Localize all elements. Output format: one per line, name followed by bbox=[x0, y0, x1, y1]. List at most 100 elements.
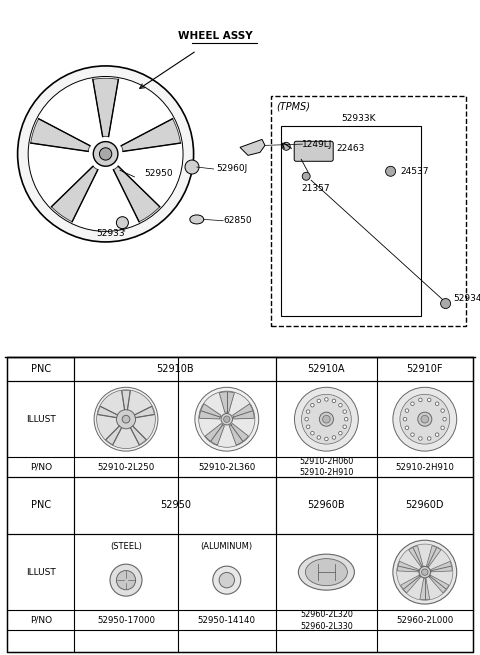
Text: P/NO: P/NO bbox=[30, 462, 52, 472]
Circle shape bbox=[117, 409, 135, 429]
Circle shape bbox=[411, 402, 414, 405]
Circle shape bbox=[324, 398, 328, 401]
Circle shape bbox=[311, 403, 314, 407]
Circle shape bbox=[421, 569, 428, 575]
Circle shape bbox=[18, 66, 193, 242]
Text: ILLUST: ILLUST bbox=[26, 415, 56, 424]
Circle shape bbox=[396, 544, 453, 600]
Text: 52950-14140: 52950-14140 bbox=[198, 616, 256, 625]
Polygon shape bbox=[131, 426, 146, 445]
Text: 52950: 52950 bbox=[144, 169, 173, 178]
Circle shape bbox=[441, 299, 451, 309]
Text: 52910-2H060
52910-2H910: 52910-2H060 52910-2H910 bbox=[299, 457, 354, 477]
Polygon shape bbox=[233, 404, 254, 419]
Polygon shape bbox=[51, 166, 98, 222]
Text: ILLUST: ILLUST bbox=[26, 568, 56, 576]
Circle shape bbox=[224, 416, 230, 422]
Circle shape bbox=[441, 426, 444, 430]
Circle shape bbox=[411, 433, 414, 436]
Circle shape bbox=[435, 433, 439, 436]
Circle shape bbox=[117, 217, 129, 229]
Ellipse shape bbox=[305, 559, 348, 586]
Circle shape bbox=[332, 399, 336, 403]
Bar bbox=[7, 357, 473, 652]
Circle shape bbox=[306, 425, 310, 428]
Text: 52960-2L320
52960-2L330: 52960-2L320 52960-2L330 bbox=[300, 610, 353, 631]
Circle shape bbox=[428, 437, 431, 440]
Text: 52960-2L000: 52960-2L000 bbox=[396, 616, 454, 625]
Polygon shape bbox=[205, 424, 225, 445]
Polygon shape bbox=[93, 78, 119, 137]
Circle shape bbox=[324, 438, 328, 441]
Circle shape bbox=[317, 399, 321, 403]
Bar bbox=[271, 96, 466, 326]
Circle shape bbox=[332, 436, 336, 440]
Circle shape bbox=[199, 391, 255, 447]
Polygon shape bbox=[397, 561, 419, 572]
Circle shape bbox=[282, 142, 290, 150]
Text: 52910-2L360: 52910-2L360 bbox=[198, 462, 255, 472]
Circle shape bbox=[343, 425, 347, 428]
Circle shape bbox=[319, 412, 334, 426]
Circle shape bbox=[418, 412, 432, 426]
Text: 52960B: 52960B bbox=[308, 500, 345, 510]
Polygon shape bbox=[199, 404, 221, 419]
Text: (STEEL): (STEEL) bbox=[110, 542, 142, 551]
Circle shape bbox=[435, 402, 439, 405]
Circle shape bbox=[28, 77, 183, 231]
Polygon shape bbox=[219, 392, 234, 413]
Circle shape bbox=[405, 426, 409, 430]
Text: 52910-2L250: 52910-2L250 bbox=[97, 462, 155, 472]
Circle shape bbox=[110, 564, 142, 596]
Text: 52910-2H910: 52910-2H910 bbox=[396, 462, 454, 472]
Circle shape bbox=[428, 398, 431, 402]
Circle shape bbox=[305, 417, 308, 421]
Text: PNC: PNC bbox=[31, 500, 51, 510]
Circle shape bbox=[221, 413, 232, 425]
Polygon shape bbox=[106, 426, 121, 445]
Circle shape bbox=[96, 390, 156, 449]
Circle shape bbox=[219, 572, 235, 588]
Text: PNC: PNC bbox=[31, 364, 51, 374]
Polygon shape bbox=[97, 406, 118, 418]
Text: 52933K: 52933K bbox=[341, 114, 376, 123]
Text: 62850: 62850 bbox=[223, 216, 252, 225]
Text: (TPMS): (TPMS) bbox=[276, 102, 310, 111]
Circle shape bbox=[345, 417, 348, 421]
Circle shape bbox=[421, 415, 429, 423]
Bar bbox=[75, 358, 276, 381]
Text: 52934: 52934 bbox=[454, 294, 480, 303]
Polygon shape bbox=[401, 575, 420, 593]
Circle shape bbox=[94, 387, 158, 451]
Circle shape bbox=[302, 172, 310, 180]
Text: 52950-17000: 52950-17000 bbox=[97, 616, 155, 625]
Circle shape bbox=[295, 387, 358, 451]
Text: (ALUMINUM): (ALUMINUM) bbox=[201, 542, 253, 551]
Circle shape bbox=[405, 409, 409, 413]
Polygon shape bbox=[121, 119, 180, 151]
Circle shape bbox=[338, 403, 342, 407]
Circle shape bbox=[185, 160, 199, 174]
Circle shape bbox=[419, 398, 422, 402]
Circle shape bbox=[122, 415, 130, 423]
Circle shape bbox=[441, 409, 444, 413]
Circle shape bbox=[306, 410, 310, 413]
Polygon shape bbox=[431, 561, 452, 572]
Text: 21357: 21357 bbox=[301, 184, 330, 193]
Circle shape bbox=[393, 540, 456, 604]
Polygon shape bbox=[229, 424, 249, 445]
Polygon shape bbox=[427, 546, 441, 567]
Text: 52933: 52933 bbox=[96, 229, 125, 238]
Circle shape bbox=[117, 571, 135, 590]
Circle shape bbox=[385, 166, 396, 176]
Text: 52960J: 52960J bbox=[216, 164, 247, 174]
Polygon shape bbox=[113, 166, 160, 222]
Circle shape bbox=[323, 415, 330, 423]
Circle shape bbox=[301, 394, 351, 444]
Circle shape bbox=[195, 387, 259, 451]
Circle shape bbox=[393, 387, 456, 451]
Circle shape bbox=[419, 567, 431, 578]
Circle shape bbox=[338, 432, 342, 435]
Bar bbox=[75, 477, 276, 533]
Circle shape bbox=[99, 148, 112, 160]
